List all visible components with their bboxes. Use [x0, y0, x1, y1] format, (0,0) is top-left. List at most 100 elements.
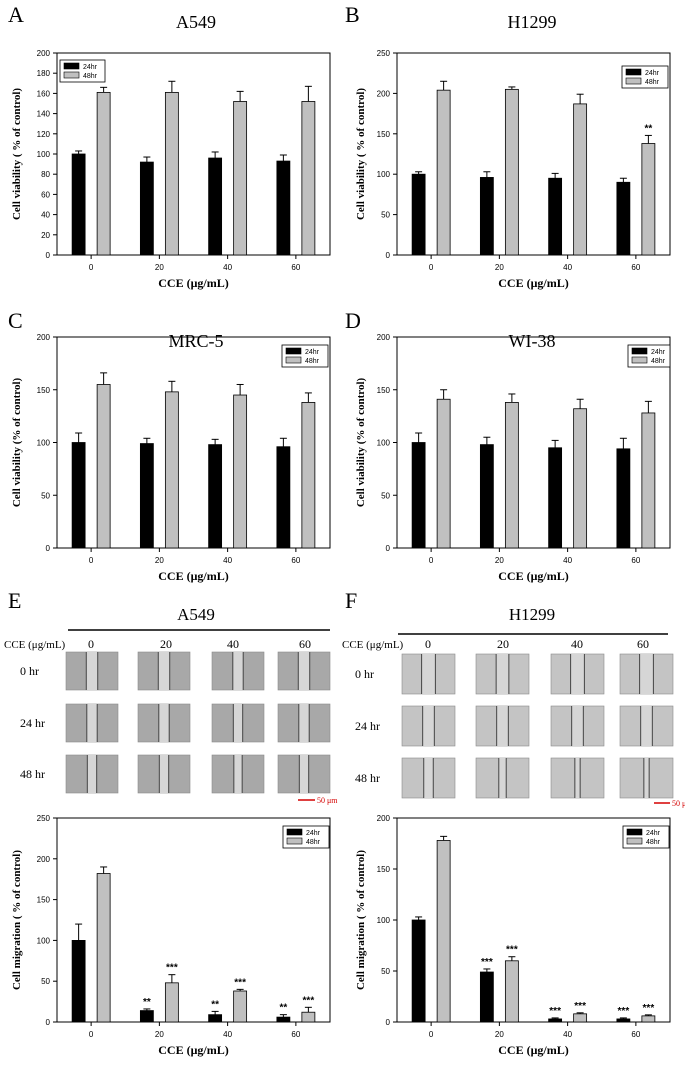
y-tick-label: 100: [377, 916, 391, 925]
y-axis-label: Cell viability (% of control): [11, 377, 23, 507]
wound-gap: [574, 758, 581, 798]
scale-bar-label: 50 μm: [672, 799, 685, 808]
panel-letter-A: A: [8, 2, 24, 27]
y-tick-label: 150: [37, 386, 51, 395]
wound-gap: [87, 755, 97, 793]
x-axis-label: CCE (μg/mL): [498, 569, 568, 583]
legend-label: 24hr: [646, 830, 661, 837]
panel-letter-D: D: [345, 308, 361, 333]
y-tick-label: 140: [37, 110, 51, 119]
bar-48hr-40: [573, 103, 588, 256]
wound-gap: [299, 755, 309, 793]
bar-48hr-0: [436, 840, 451, 1023]
bar-24hr-60: [616, 1018, 631, 1023]
legend-label: 48hr: [306, 839, 321, 846]
bar-24hr-40: [548, 1018, 563, 1023]
concentration-label: 60: [299, 637, 311, 651]
legend-label: 24hr: [645, 70, 660, 77]
legend-swatch-24hr: [285, 347, 302, 355]
y-tick-label: 250: [37, 814, 51, 823]
bar-24hr-60: [276, 1016, 291, 1023]
y-tick-label: 50: [381, 211, 390, 220]
y-tick-label: 100: [37, 936, 51, 945]
cce-label: CCE (μg/mL): [342, 639, 404, 651]
bar-24hr-60: [276, 160, 291, 256]
bar-24hr-20: [479, 971, 494, 1023]
y-axis-label: Cell migration ( % of control): [11, 850, 23, 990]
y-tick-label: 200: [377, 814, 391, 823]
wound-gap: [158, 704, 170, 742]
legend-swatch-24hr: [631, 347, 648, 355]
legend-swatch-48hr: [631, 356, 648, 364]
legend-label: 24hr: [305, 349, 320, 356]
bar-48hr-20: [504, 88, 519, 256]
wound-gap: [86, 704, 98, 742]
bar-24hr-40: [208, 444, 223, 549]
wound-gap: [498, 758, 507, 798]
x-tick-label: 20: [155, 263, 164, 272]
significance-mark: ***: [549, 1006, 561, 1017]
significance-mark: ***: [234, 977, 246, 988]
x-tick-label: 20: [495, 556, 504, 565]
bar-24hr-40: [548, 177, 563, 256]
bar-24hr-20: [139, 443, 154, 549]
concentration-label: 0: [425, 637, 431, 651]
significance-mark: ***: [303, 995, 315, 1006]
bar-48hr-60: [301, 1011, 316, 1023]
wound-gap: [298, 704, 310, 742]
chart-title: H1299: [508, 12, 557, 32]
bar-48hr-40: [233, 394, 248, 549]
y-tick-label: 160: [37, 89, 51, 98]
significance-mark: ***: [643, 1003, 655, 1014]
bar-48hr-60: [641, 143, 656, 256]
plot-frame: [56, 817, 331, 1023]
wound-gap: [639, 654, 654, 694]
significance-mark: **: [279, 1003, 287, 1014]
legend-label: 48hr: [646, 839, 661, 846]
x-tick-label: 60: [291, 263, 300, 272]
wound-gap: [158, 652, 170, 690]
y-tick-label: 100: [377, 170, 391, 179]
legend-label: 48hr: [645, 79, 660, 86]
legend-label: 24hr: [83, 64, 98, 71]
panel-letter-C: C: [8, 308, 23, 333]
x-tick-label: 0: [89, 1030, 94, 1039]
y-tick-label: 50: [41, 977, 50, 986]
chart-title: WI-38: [509, 331, 556, 351]
y-tick-label: 100: [37, 439, 51, 448]
x-tick-label: 40: [563, 263, 572, 272]
y-tick-label: 80: [41, 170, 50, 179]
legend-label: 24hr: [306, 830, 321, 837]
x-tick-label: 20: [155, 556, 164, 565]
y-axis-label: Cell migration ( % of control): [355, 850, 367, 990]
bar-24hr-0: [411, 442, 426, 549]
x-tick-label: 40: [563, 556, 572, 565]
y-axis-label: Cell viability ( % of control): [11, 88, 23, 220]
timepoint-label: 48 hr: [20, 767, 45, 781]
wound-title: A549: [177, 605, 215, 624]
bar-48hr-0: [436, 398, 451, 549]
significance-mark: ***: [618, 1006, 630, 1017]
bar-24hr-40: [548, 447, 563, 549]
bar-48hr-60: [641, 412, 656, 549]
y-tick-label: 50: [381, 967, 390, 976]
y-tick-label: 100: [377, 439, 391, 448]
y-tick-label: 250: [377, 49, 391, 58]
wound-title: H1299: [509, 605, 555, 624]
y-tick-label: 0: [46, 1018, 51, 1027]
y-tick-label: 0: [386, 251, 391, 260]
legend: 24hr 48hr: [621, 65, 669, 89]
legend-swatch-48hr: [63, 71, 80, 79]
x-tick-label: 60: [631, 263, 640, 272]
x-tick-label: 0: [429, 556, 434, 565]
bar-48hr-0: [96, 91, 111, 256]
legend-swatch-48hr: [286, 837, 303, 845]
wound-gap: [422, 706, 435, 746]
y-tick-label: 0: [46, 544, 51, 553]
concentration-label: 20: [160, 637, 172, 651]
x-axis-label: CCE (μg/mL): [498, 1043, 568, 1057]
bar-24hr-0: [71, 153, 86, 256]
x-axis-label: CCE (μg/mL): [498, 276, 568, 290]
